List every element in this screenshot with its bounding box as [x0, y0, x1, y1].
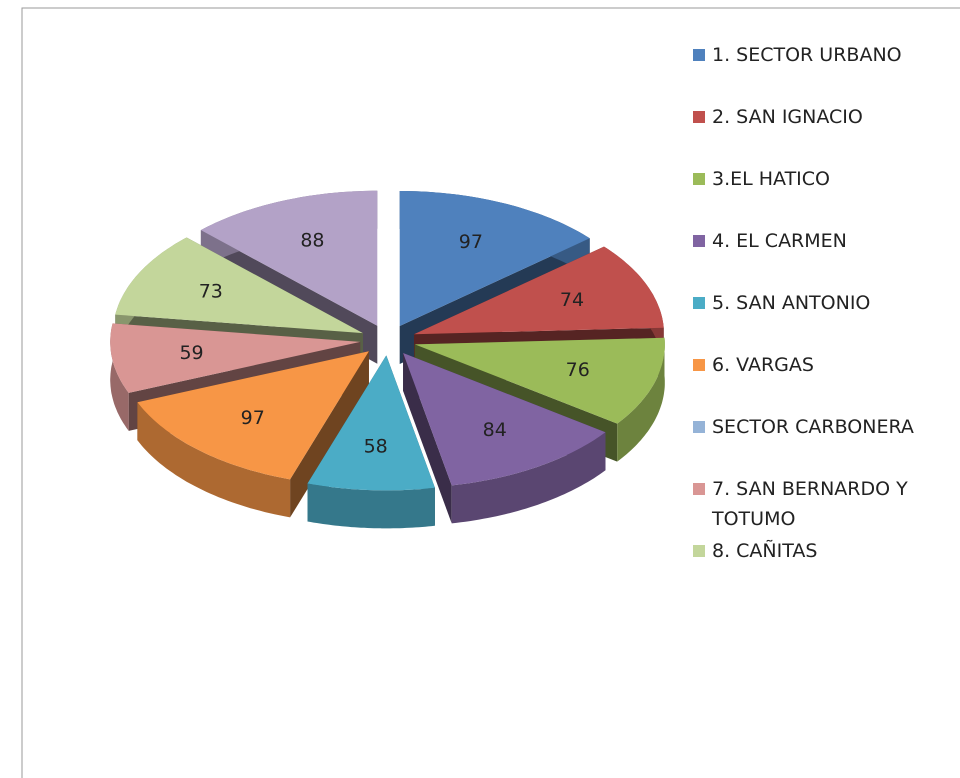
- legend-swatch: [693, 483, 705, 495]
- data-label: 73: [199, 281, 223, 303]
- legend-label: 3.EL HATICO: [712, 168, 830, 190]
- data-label: 88: [300, 229, 324, 251]
- legend-label: 2. SAN IGNACIO: [712, 106, 863, 128]
- legend-item: 5. SAN ANTONIO: [693, 288, 948, 318]
- legend-swatch: [693, 111, 705, 123]
- slice: [200, 190, 378, 326]
- slice-side: [451, 432, 606, 524]
- slice: [414, 246, 664, 335]
- legend-item: 1. SECTOR URBANO: [693, 40, 948, 70]
- legend-item: 4. EL CARMEN: [693, 226, 948, 256]
- legend-item: 3.EL HATICO: [693, 164, 948, 194]
- legend-item: 8. CAÑITAS: [693, 536, 948, 566]
- slice-side: [307, 483, 435, 529]
- slice: [137, 351, 369, 480]
- legend-swatch: [693, 297, 705, 309]
- legend-swatch: [693, 545, 705, 557]
- data-label: 59: [179, 342, 203, 364]
- legend-swatch: [693, 235, 705, 247]
- legend-item: 2. SAN IGNACIO: [693, 102, 948, 132]
- legend-label: 6. VARGAS: [712, 354, 814, 376]
- slice-side: [403, 353, 452, 524]
- data-label: 97: [459, 231, 483, 253]
- legend-label: 4. EL CARMEN: [712, 230, 847, 252]
- legend-label: 1. SECTOR URBANO: [712, 44, 902, 66]
- slice: [399, 191, 590, 326]
- legend-swatch: [693, 49, 705, 61]
- legend-item: 6. VARGAS: [693, 350, 948, 380]
- legend-label: 8. CAÑITAS: [712, 540, 818, 562]
- slice-side: [617, 337, 665, 462]
- legend-swatch: [693, 421, 705, 433]
- legend: 1. SECTOR URBANO 2. SAN IGNACIO 3.EL HATIC…: [693, 40, 948, 598]
- legend-item: SECTOR CARBONERA: [693, 412, 948, 442]
- slice: [414, 337, 665, 424]
- slice: [110, 323, 361, 393]
- slice: [403, 353, 606, 486]
- slice-side: [137, 402, 291, 518]
- legend-swatch: [693, 173, 705, 185]
- legend-item: 7. SAN BERNARDO Y TOTUMO: [693, 474, 948, 534]
- slice: [307, 355, 435, 491]
- data-label: 74: [560, 289, 584, 311]
- legend-label: 7. SAN BERNARDO Y TOTUMO: [712, 478, 908, 530]
- slice-side: [110, 323, 129, 431]
- slice: [115, 237, 363, 334]
- legend-label: SECTOR CARBONERA: [712, 416, 914, 438]
- data-label: 84: [483, 419, 507, 441]
- data-label: 76: [566, 359, 590, 381]
- data-label: 58: [364, 435, 388, 457]
- legend-swatch: [693, 359, 705, 371]
- legend-label: 5. SAN ANTONIO: [712, 292, 871, 314]
- data-label: 97: [241, 407, 265, 429]
